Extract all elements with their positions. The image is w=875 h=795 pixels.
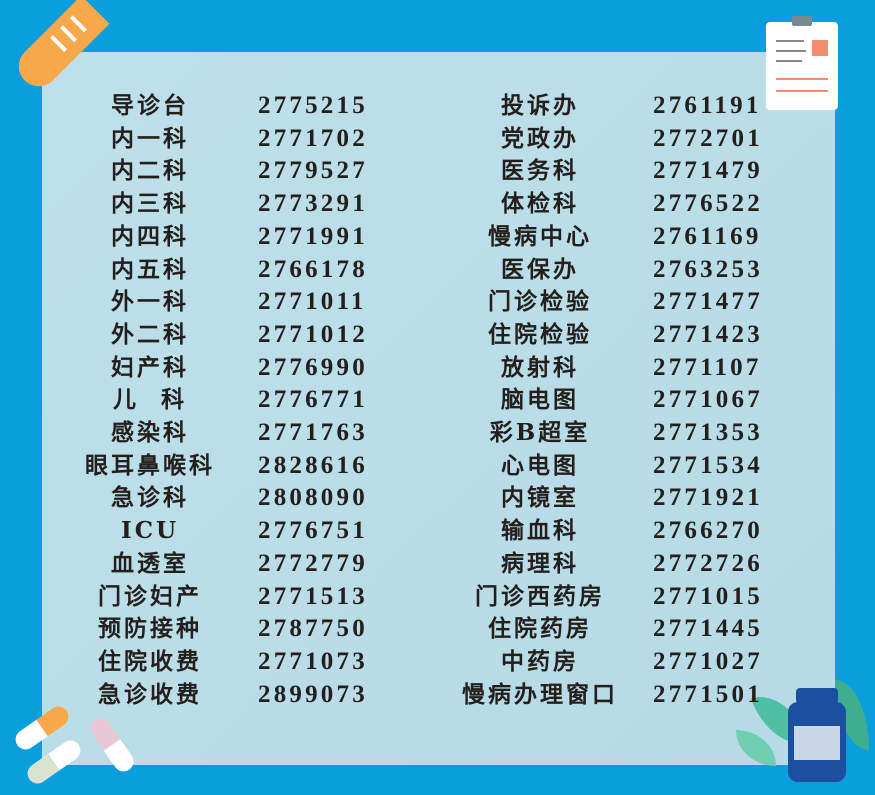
phone-number: 2771477: [653, 288, 763, 316]
phone-number: 2899073: [258, 680, 368, 708]
department-name: 慢病办理窗口: [462, 680, 618, 708]
phone-number: 2766178: [258, 255, 368, 283]
department-name: 门诊西药房: [475, 582, 605, 610]
department-name: 党政办: [501, 124, 579, 152]
phone-number: 2776751: [258, 517, 368, 545]
department-name: 门诊检验: [488, 288, 592, 316]
department-name: 投诉办: [501, 92, 579, 119]
department-name: 内三科: [111, 190, 189, 218]
department-name: 急诊收费: [98, 680, 202, 708]
department-name: 内二科: [111, 157, 189, 185]
department-name: 住院检验: [488, 320, 592, 348]
department-name: 内四科: [111, 222, 189, 250]
phone-number: 2771991: [258, 222, 368, 250]
department-name: 医务科: [501, 157, 579, 185]
department-name: 外一科: [111, 288, 189, 316]
department-name: 内一科: [111, 124, 189, 152]
phone-number: 2771012: [258, 320, 368, 348]
department-name: 病理科: [501, 549, 579, 577]
phone-number: 2779527: [258, 157, 368, 185]
department-name: 外二科: [111, 320, 189, 348]
department-name: 儿 科: [112, 386, 187, 414]
phone-number: 2772726: [653, 549, 763, 577]
phone-number: 2771513: [258, 582, 368, 610]
department-name: ICU: [120, 517, 180, 545]
phone-number: 2771501: [653, 680, 763, 708]
department-name: 眼耳鼻喉科: [85, 451, 215, 479]
phone-number: 2771445: [653, 615, 763, 643]
phone-number: 2787750: [258, 615, 368, 643]
phone-number: 2761191: [653, 92, 762, 119]
department-name: 彩B超室: [489, 419, 591, 446]
phone-number: 2776522: [653, 190, 763, 218]
phone-number: 2771534: [653, 451, 763, 479]
phone-number: 2773291: [258, 190, 368, 218]
department-name: 中药房: [501, 647, 579, 675]
phone-number: 2771107: [653, 353, 762, 381]
department-name: 血透室: [111, 549, 189, 577]
department-name: 输血科: [501, 517, 579, 545]
directory-panel: [42, 52, 835, 765]
department-name: 内五科: [111, 255, 189, 283]
phone-number: 2772701: [653, 124, 763, 152]
department-name: 体检科: [501, 190, 579, 218]
department-name: 导诊台: [111, 92, 189, 119]
phone-number: 2761169: [653, 222, 762, 250]
department-name: 慢病中心: [488, 222, 592, 250]
phone-number: 2771011: [258, 288, 367, 316]
phone-number: 2775215: [258, 92, 368, 119]
phone-number: 2772779: [258, 549, 368, 577]
phone-number: 2771073: [258, 647, 368, 675]
phone-number: 2766270: [653, 517, 763, 545]
department-name: 妇产科: [111, 353, 189, 381]
phone-number: 2771702: [258, 124, 368, 152]
department-name: 内镜室: [501, 484, 579, 512]
department-name: 医保办: [501, 255, 579, 283]
phone-number: 2771479: [653, 157, 763, 185]
phone-number: 2808090: [258, 484, 368, 512]
phone-number: 2771353: [653, 419, 763, 446]
phone-number: 2763253: [653, 255, 763, 283]
department-name: 放射科: [501, 353, 579, 381]
phone-number: 2776771: [258, 386, 368, 414]
department-name: 急诊科: [111, 484, 189, 512]
department-name: 脑电图: [501, 386, 579, 414]
department-name: 住院收费: [98, 647, 202, 675]
phone-number: 2771067: [653, 386, 763, 414]
department-name: 预防接种: [98, 615, 202, 643]
phone-number: 2771027: [653, 647, 763, 675]
phone-number: 2828616: [258, 451, 368, 479]
department-name: 心电图: [501, 451, 579, 479]
department-name: 感染科: [111, 419, 189, 446]
phone-number: 2771015: [653, 582, 763, 610]
phone-number: 2771423: [653, 320, 763, 348]
phone-number: 2771921: [653, 484, 763, 512]
department-name: 住院药房: [488, 615, 592, 643]
phone-number: 2776990: [258, 353, 368, 381]
department-name: 门诊妇产: [98, 582, 202, 610]
clipboard-icon: [766, 16, 838, 110]
phone-number: 2771763: [258, 419, 368, 446]
